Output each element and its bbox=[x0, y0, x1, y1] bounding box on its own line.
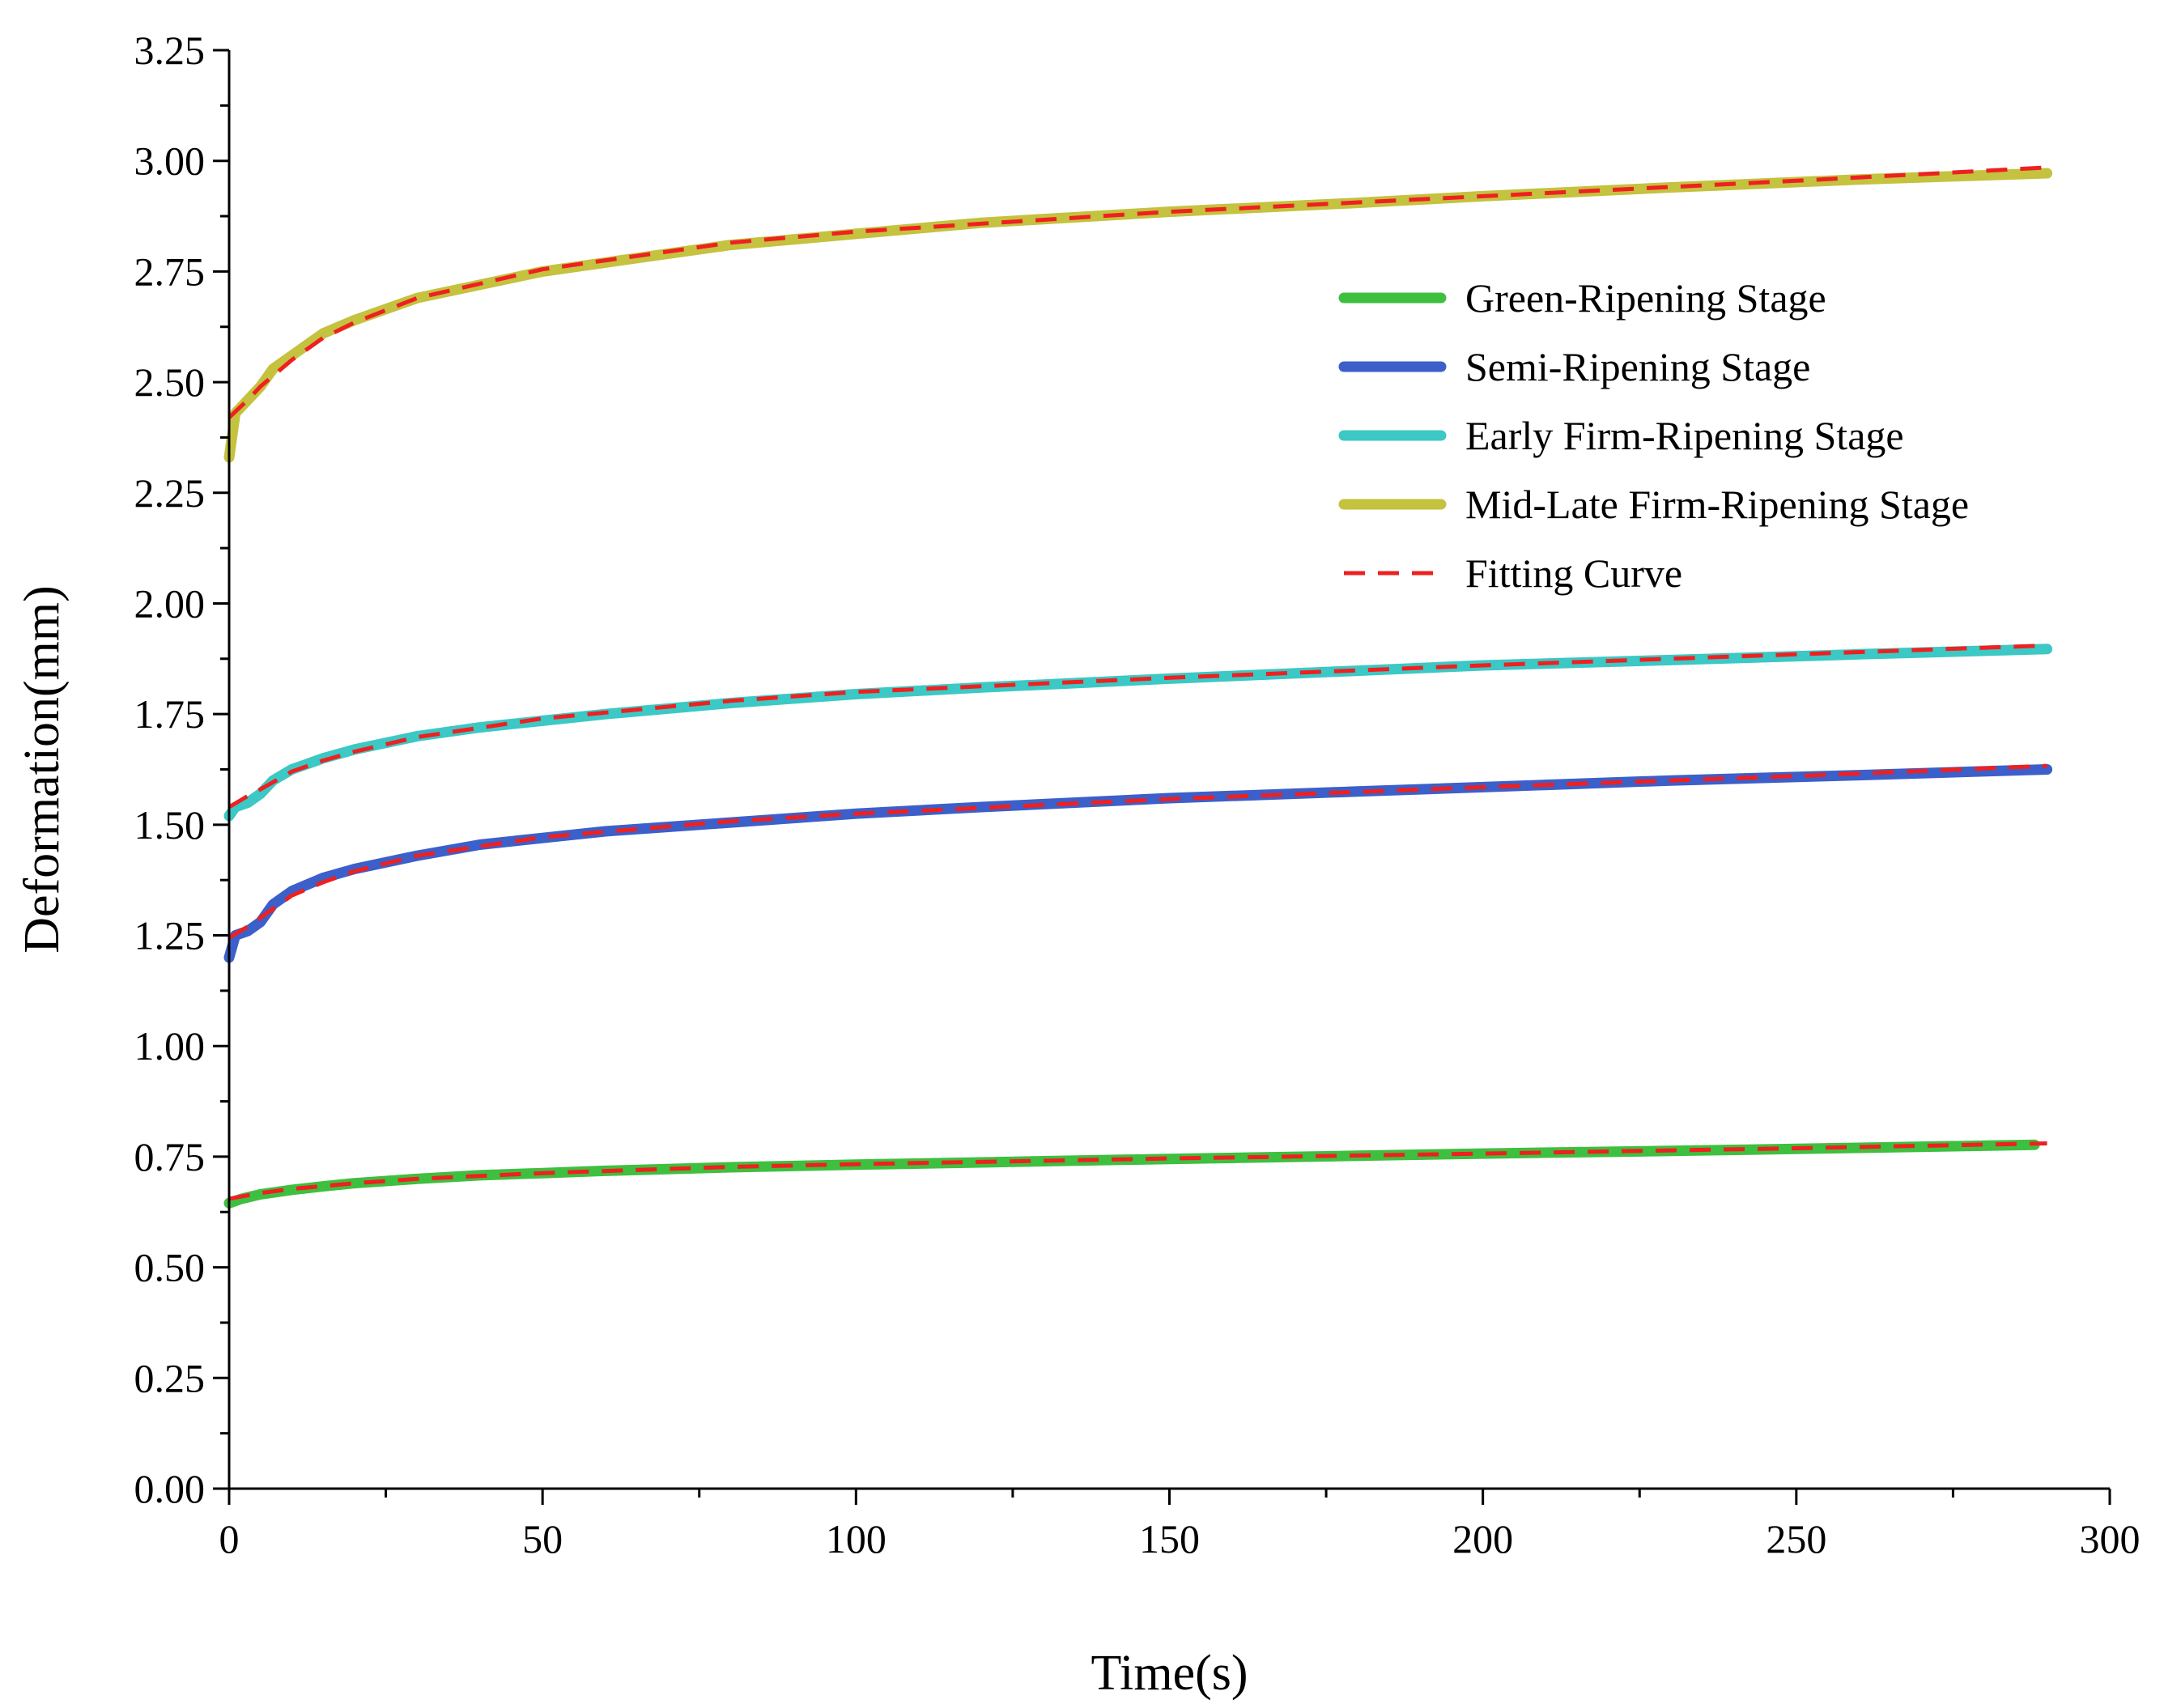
x-axis-title: Time(s) bbox=[1091, 1646, 1248, 1701]
axes: 0.00 0.25 0.50 0.75 1.00 1.25 1.50 1.75 2.00 2.25… bbox=[134, 28, 2141, 1561]
x-tick-label: 100 bbox=[826, 1516, 886, 1561]
x-tick-label: 250 bbox=[1766, 1516, 1826, 1561]
y-tick-label: 0.25 bbox=[134, 1355, 206, 1400]
legend-item-green-ripening-stage: Green-Ripening Stage bbox=[1338, 275, 1826, 321]
legend-item-early-firm-ripening-stage: Early Firm-Ripening Stage bbox=[1338, 413, 1904, 458]
y-tick-label: 2.00 bbox=[134, 580, 206, 626]
y-tick-label: 1.00 bbox=[134, 1023, 206, 1069]
y-axis-title: Deformation(mm) bbox=[15, 585, 70, 954]
fitting-curve-line bbox=[227, 763, 2047, 940]
early-firm-ripening-stage-line bbox=[223, 644, 2053, 822]
fitting-curve-line bbox=[228, 1141, 2047, 1201]
x-tick-label: 200 bbox=[1452, 1516, 1513, 1561]
legend-label: Mid-Late Firm-Ripening Stage bbox=[1465, 482, 1969, 527]
y-tick-label: 2.25 bbox=[134, 470, 206, 516]
fitting-curve-line bbox=[227, 165, 2047, 419]
y-tick-label: 2.50 bbox=[134, 359, 206, 405]
y-tick-label: 1.25 bbox=[134, 913, 206, 958]
legend-label: Early Firm-Ripening Stage bbox=[1465, 413, 1904, 458]
y-tick-label: 0.75 bbox=[134, 1134, 206, 1179]
x-tick-label: 0 bbox=[219, 1516, 240, 1561]
legend: Green-Ripening Stage Semi-Ripening Stage E… bbox=[1338, 275, 1969, 596]
legend-item-fitting-curve: Fitting Curve bbox=[1344, 550, 1682, 596]
y-tick-label: 2.75 bbox=[134, 249, 206, 294]
plot-area bbox=[223, 165, 2053, 1209]
y-tick-label: 3.00 bbox=[134, 138, 206, 184]
fitting-curve-line bbox=[227, 643, 2047, 809]
legend-label: Green-Ripening Stage bbox=[1465, 275, 1826, 321]
series-layer bbox=[223, 168, 2053, 1209]
legend-item-semi-ripening-stage: Semi-Ripening Stage bbox=[1338, 344, 1810, 389]
x-tick-label: 300 bbox=[2080, 1516, 2141, 1561]
x-tick-label: 150 bbox=[1139, 1516, 1200, 1561]
y-tick-label: 1.50 bbox=[134, 802, 206, 848]
legend-label: Semi-Ripening Stage bbox=[1465, 344, 1810, 389]
y-tick-label: 0.00 bbox=[134, 1466, 206, 1511]
semi-ripening-stage-line bbox=[223, 764, 2053, 963]
fitting-curve-layer bbox=[227, 165, 2047, 1201]
legend-label: Fitting Curve bbox=[1465, 550, 1682, 596]
x-tick-label: 50 bbox=[522, 1516, 563, 1561]
y-tick-label: 0.50 bbox=[134, 1245, 206, 1290]
y-tick-label: 3.25 bbox=[134, 28, 206, 73]
legend-item-mid-late-firm-ripening-stage: Mid-Late Firm-Ripening Stage bbox=[1338, 482, 1969, 527]
y-tick-label: 1.75 bbox=[134, 691, 206, 737]
